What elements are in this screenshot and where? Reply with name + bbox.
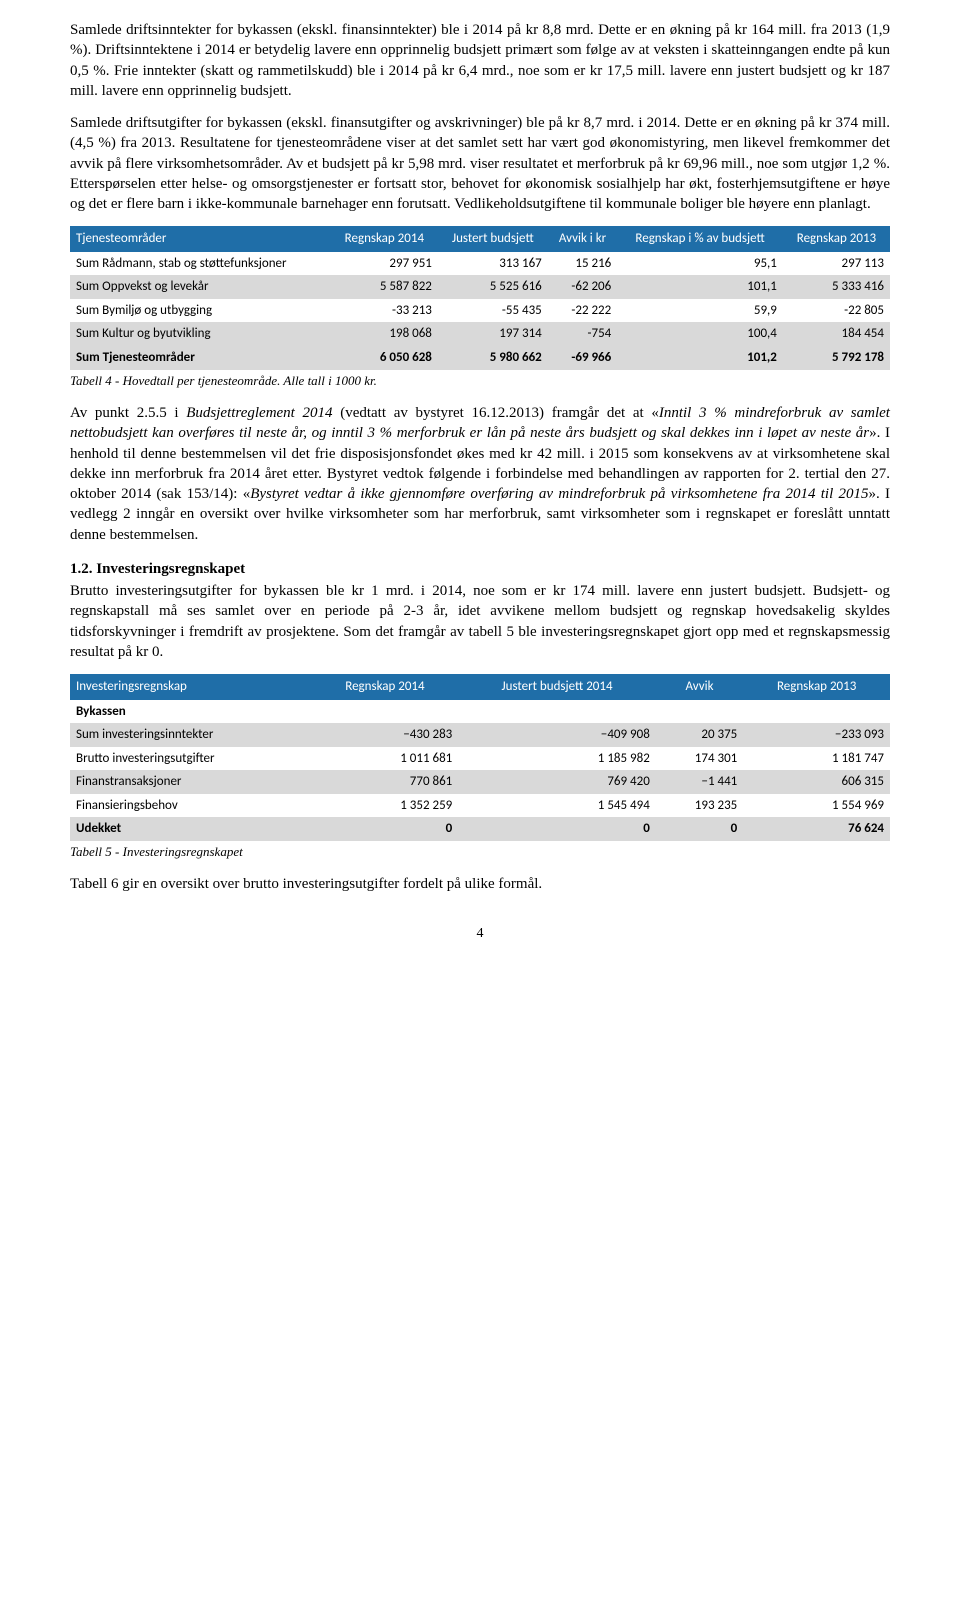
table-row: Sum Oppvekst og levekår5 587 8225 525 61… <box>70 275 890 299</box>
cell: 1 185 982 <box>458 747 656 771</box>
cell: 184 454 <box>783 322 890 346</box>
cell: 606 315 <box>743 770 890 794</box>
cell: 6 050 628 <box>331 346 438 370</box>
t1-h2: Justert budsjett <box>438 226 548 252</box>
cell: 174 301 <box>656 747 743 771</box>
cell: −409 908 <box>458 723 656 747</box>
cell: -22 805 <box>783 299 890 323</box>
t2-h4: Regnskap 2013 <box>743 674 890 700</box>
table-subheader: Bykassen <box>70 700 890 724</box>
cell: 1 352 259 <box>312 794 459 818</box>
t1-h5: Regnskap 2013 <box>783 226 890 252</box>
cell: 198 068 <box>331 322 438 346</box>
cell-label: Sum Tjenesteområder <box>70 346 331 370</box>
cell-label: Brutto investeringsutgifter <box>70 747 312 771</box>
cell: 76 624 <box>743 817 890 841</box>
cell: 101,1 <box>617 275 783 299</box>
p3-it3: Bystyret vedtar å ikke gjennomføre overf… <box>250 486 868 502</box>
t2-h0: Investeringsregnskap <box>70 674 312 700</box>
cell: 1 545 494 <box>458 794 656 818</box>
cell: 1 554 969 <box>743 794 890 818</box>
cell: 297 113 <box>783 252 890 276</box>
cell-label: Sum Bymiljø og utbygging <box>70 299 331 323</box>
paragraph-1: Samlede driftsinntekter for bykassen (ek… <box>70 20 890 101</box>
t2-h3: Avvik <box>656 674 743 700</box>
table-row: Finanstransaksjoner770 861769 420−1 4416… <box>70 770 890 794</box>
cell: 1 011 681 <box>312 747 459 771</box>
cell: 197 314 <box>438 322 548 346</box>
cell: 5 792 178 <box>783 346 890 370</box>
cell: 15 216 <box>548 252 617 276</box>
cell: 95,1 <box>617 252 783 276</box>
paragraph-5: Tabell 6 gir en oversikt over brutto inv… <box>70 874 890 894</box>
t1-h4: Regnskap i % av budsjett <box>617 226 783 252</box>
cell: 101,2 <box>617 346 783 370</box>
t2-h2: Justert budsjett 2014 <box>458 674 656 700</box>
t1-h3: Avvik i kr <box>548 226 617 252</box>
cell: -22 222 <box>548 299 617 323</box>
table-row: Sum Kultur og byutvikling198 068197 314-… <box>70 322 890 346</box>
cell: 100,4 <box>617 322 783 346</box>
cell-label: Sum Oppvekst og levekår <box>70 275 331 299</box>
cell: −233 093 <box>743 723 890 747</box>
paragraph-2: Samlede driftsutgifter for bykassen (eks… <box>70 113 890 214</box>
cell-label: Finansieringsbehov <box>70 794 312 818</box>
page-number: 4 <box>70 925 890 944</box>
cell-label: Sum Rådmann, stab og støttefunksjoner <box>70 252 331 276</box>
cell: 193 235 <box>656 794 743 818</box>
cell-label: Bykassen <box>70 700 890 724</box>
table-row: Sum investeringsinntekter−430 283−409 90… <box>70 723 890 747</box>
p3-mid1: (vedtatt av bystyret 16.12.2013) framgår… <box>333 405 659 421</box>
cell: 59,9 <box>617 299 783 323</box>
cell: 0 <box>312 817 459 841</box>
cell: 5 980 662 <box>438 346 548 370</box>
table-sum-row: Udekket00076 624 <box>70 817 890 841</box>
cell-label: Finanstransaksjoner <box>70 770 312 794</box>
table-row: Finansieringsbehov1 352 2591 545 494193 … <box>70 794 890 818</box>
table-row: Sum Bymiljø og utbygging-33 213-55 435-2… <box>70 299 890 323</box>
cell: 0 <box>458 817 656 841</box>
cell-label: Sum Kultur og byutvikling <box>70 322 331 346</box>
paragraph-4: Brutto investeringsutgifter for bykassen… <box>70 581 890 662</box>
cell: 20 375 <box>656 723 743 747</box>
cell: 5 587 822 <box>331 275 438 299</box>
cell: 0 <box>656 817 743 841</box>
paragraph-3: Av punkt 2.5.5 i Budsjettreglement 2014 … <box>70 403 890 545</box>
cell-label: Sum investeringsinntekter <box>70 723 312 747</box>
cell: 769 420 <box>458 770 656 794</box>
heading-1-2: 1.2. Investeringsregnskapet <box>70 559 890 579</box>
cell: −430 283 <box>312 723 459 747</box>
cell: 770 861 <box>312 770 459 794</box>
table-sum-row: Sum Tjenesteområder6 050 6285 980 662-69… <box>70 346 890 370</box>
table-investeringsregnskap: Investeringsregnskap Regnskap 2014 Juste… <box>70 674 890 841</box>
p3-pre: Av punkt 2.5.5 i <box>70 405 186 421</box>
t1-h1: Regnskap 2014 <box>331 226 438 252</box>
cell: 5 333 416 <box>783 275 890 299</box>
cell: 313 167 <box>438 252 548 276</box>
cell: 297 951 <box>331 252 438 276</box>
table-row: Sum Rådmann, stab og støttefunksjoner297… <box>70 252 890 276</box>
table1-caption: Tabell 4 - Hovedtall per tjenesteområde.… <box>70 372 890 390</box>
cell: -69 966 <box>548 346 617 370</box>
cell: 5 525 616 <box>438 275 548 299</box>
table-tjenesteomrader: Tjenesteområder Regnskap 2014 Justert bu… <box>70 226 890 369</box>
cell: -62 206 <box>548 275 617 299</box>
cell: -55 435 <box>438 299 548 323</box>
cell: −1 441 <box>656 770 743 794</box>
t1-h0: Tjenesteområder <box>70 226 331 252</box>
p3-it1: Budsjettreglement 2014 <box>186 405 332 421</box>
cell-label: Udekket <box>70 817 312 841</box>
table2-caption: Tabell 5 - Investeringsregnskapet <box>70 843 890 861</box>
table-row: Brutto investeringsutgifter1 011 6811 18… <box>70 747 890 771</box>
t2-h1: Regnskap 2014 <box>312 674 459 700</box>
cell: -754 <box>548 322 617 346</box>
cell: 1 181 747 <box>743 747 890 771</box>
cell: -33 213 <box>331 299 438 323</box>
